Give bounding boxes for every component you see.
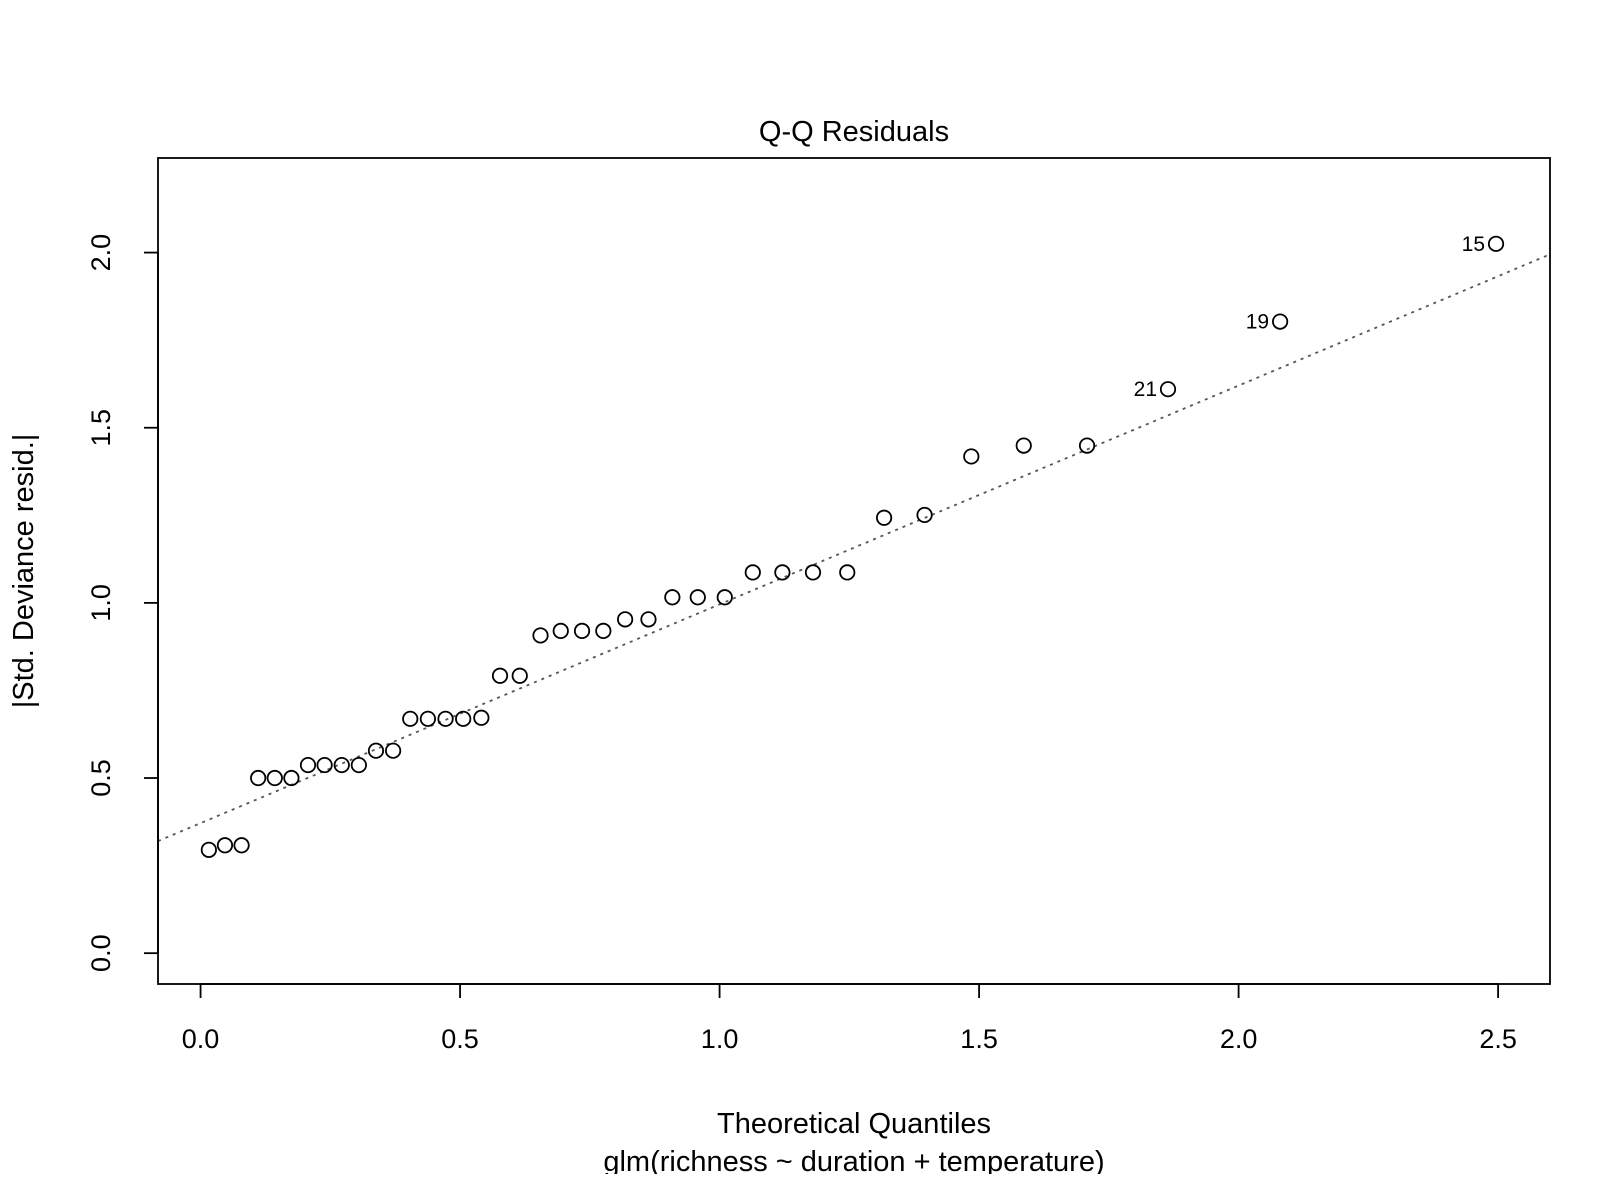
chart-title: Q-Q Residuals xyxy=(759,116,949,148)
data-point xyxy=(532,627,549,644)
data-point xyxy=(876,509,893,526)
data-point xyxy=(385,742,402,759)
data-point xyxy=(200,841,217,858)
data-point xyxy=(1159,381,1177,398)
data-point xyxy=(511,667,528,684)
qq-reference-line xyxy=(157,253,1551,842)
data-point xyxy=(350,756,367,774)
x-tick-label: 2.5 xyxy=(1479,1024,1517,1054)
point-label-21: 21 xyxy=(1134,378,1157,401)
x-tick-label: 1.5 xyxy=(960,1024,998,1054)
data-point xyxy=(402,710,419,727)
data-point xyxy=(266,769,283,787)
y-tick-label: 2.0 xyxy=(86,234,116,272)
data-point xyxy=(552,622,569,640)
y-tick-label: 0.5 xyxy=(86,759,116,797)
data-point xyxy=(744,564,761,581)
data-point xyxy=(283,769,300,787)
data-point xyxy=(573,622,591,640)
data-point xyxy=(1015,437,1032,454)
point-label-15: 15 xyxy=(1462,233,1485,256)
data-point xyxy=(774,564,791,581)
data-point xyxy=(804,564,822,581)
x-tick-label: 1.0 xyxy=(701,1024,739,1054)
data-point xyxy=(455,710,472,727)
x-tick-label: 2.0 xyxy=(1220,1024,1258,1054)
point-label-19: 19 xyxy=(1246,311,1269,334)
data-point xyxy=(299,756,317,774)
data-point xyxy=(250,769,267,787)
y-tick-label: 1.0 xyxy=(86,584,116,622)
data-point xyxy=(216,837,234,854)
data-point xyxy=(367,742,385,759)
data-point xyxy=(664,589,681,606)
data-point xyxy=(689,589,706,606)
x-tick-label: 0.0 xyxy=(182,1024,220,1054)
data-point xyxy=(1078,437,1096,454)
data-point xyxy=(1487,235,1505,252)
reference-line-layer xyxy=(157,253,1551,842)
data-point xyxy=(473,709,490,726)
y-tick-label: 0.0 xyxy=(86,934,116,972)
data-point xyxy=(1272,313,1289,330)
y-axis: 0.0 0.5 1.0 1.5 2.0 xyxy=(86,234,159,972)
data-point xyxy=(437,710,454,727)
data-point xyxy=(640,611,657,628)
y-axis-label: |Std. Deviance resid.| xyxy=(8,434,40,709)
data-point xyxy=(316,756,333,774)
point-labels-layer: 21 19 15 xyxy=(1134,233,1485,401)
data-point xyxy=(617,611,634,628)
data-point xyxy=(916,506,933,524)
x-axis-label: Theoretical Quantiles xyxy=(717,1108,991,1140)
model-subtitle: glm(richness ~ duration + temperature) xyxy=(603,1146,1104,1174)
data-point xyxy=(716,589,733,606)
x-axis: 0.0 0.5 1.0 1.5 2.0 2.5 xyxy=(182,983,1517,1054)
data-point xyxy=(595,622,612,640)
points-layer xyxy=(200,235,1505,858)
data-point xyxy=(233,837,250,854)
data-point xyxy=(963,448,980,465)
x-tick-label: 0.5 xyxy=(441,1024,479,1054)
data-point xyxy=(333,756,350,774)
data-point xyxy=(419,710,436,727)
data-point xyxy=(491,667,509,684)
data-point xyxy=(839,564,856,581)
y-tick-label: 1.5 xyxy=(86,409,116,447)
